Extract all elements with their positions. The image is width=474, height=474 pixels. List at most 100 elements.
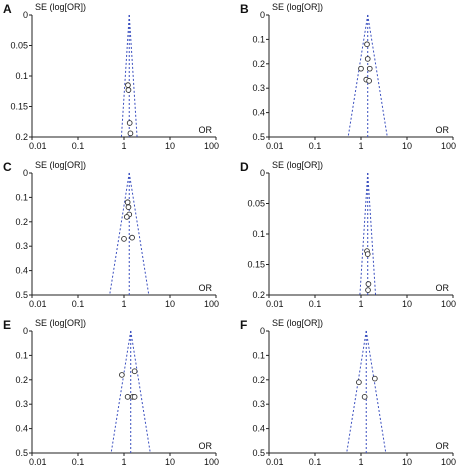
study-point bbox=[364, 251, 371, 257]
y-axis-label: SE (log[OR]) bbox=[35, 318, 86, 328]
panel-label: D bbox=[240, 160, 249, 174]
study-point bbox=[126, 120, 133, 126]
funnel-right-limit bbox=[128, 172, 150, 296]
funnel-panel-f: F 0 0.1 0.2 0.3 0.4 0.50.01 0.1 1 10 100 SE (log[OR… bbox=[240, 318, 456, 467]
x-tick-label: 0.01 bbox=[266, 141, 284, 151]
panel-label: A bbox=[3, 2, 12, 16]
x-tick-label: 100 bbox=[204, 457, 219, 467]
y-axis-label: SE (log[OR]) bbox=[35, 160, 86, 170]
x-tick-label: 0.01 bbox=[266, 457, 284, 467]
y-tick-label: 0.1 bbox=[252, 350, 265, 360]
study-point bbox=[121, 236, 127, 242]
x-tick-label: 1 bbox=[358, 457, 363, 467]
x-tick-label: 10 bbox=[402, 299, 412, 309]
y-tick-label: 0.5 bbox=[252, 448, 265, 458]
y-tick-label: 0.3 bbox=[15, 399, 28, 409]
y-tick-label: 0.05 bbox=[10, 41, 28, 51]
y-tick-label: 0.3 bbox=[252, 83, 265, 93]
y-tick-label: 0.4 bbox=[15, 424, 28, 434]
x-tick-label: 10 bbox=[402, 457, 412, 467]
y-tick-label: 0.15 bbox=[247, 260, 265, 270]
study-point bbox=[125, 87, 132, 93]
x-axis-label: OR bbox=[436, 283, 450, 293]
x-tick-label: 0.01 bbox=[29, 299, 47, 309]
study-point bbox=[364, 56, 371, 62]
x-tick-label: 10 bbox=[402, 141, 412, 151]
x-tick-label: 10 bbox=[165, 457, 175, 467]
panel-label: C bbox=[3, 160, 12, 174]
y-tick-label: 0.05 bbox=[247, 199, 265, 209]
funnel-left-limit bbox=[359, 172, 369, 296]
study-point bbox=[365, 281, 372, 287]
funnel-left-limit bbox=[346, 330, 367, 454]
study-point bbox=[366, 78, 372, 84]
y-tick-label: 0 bbox=[23, 168, 28, 178]
y-tick-label: 0.1 bbox=[252, 34, 265, 44]
funnel-panel-e: E 0 0.1 0.2 0.3 0.4 0.50.01 0.1 1 10 100 SE (log[OR… bbox=[3, 318, 219, 467]
study-point bbox=[364, 41, 370, 48]
y-tick-label: 0.2 bbox=[252, 290, 265, 300]
x-tick-label: 1 bbox=[121, 299, 126, 309]
y-tick-label: 0.1 bbox=[252, 229, 265, 239]
study-point bbox=[124, 394, 131, 400]
x-tick-label: 100 bbox=[441, 141, 456, 151]
y-tick-label: 0.3 bbox=[252, 399, 265, 409]
funnel-panel-a: A 0 0.05 0.1 0.15 0.20.01 0.1 1 10 100 SE (log[OR]… bbox=[3, 2, 219, 151]
funnel-right-limit bbox=[130, 330, 151, 454]
y-axis-label: SE (log[OR]) bbox=[272, 2, 323, 12]
y-tick-label: 0 bbox=[260, 10, 265, 20]
x-tick-label: 100 bbox=[441, 457, 456, 467]
funnel-left-limit bbox=[110, 330, 132, 454]
funnel-right-limit bbox=[128, 14, 138, 138]
y-tick-label: 0.4 bbox=[252, 424, 265, 434]
x-axis-label: OR bbox=[436, 441, 450, 451]
funnel-left-limit bbox=[109, 172, 130, 296]
y-tick-label: 0.5 bbox=[15, 448, 28, 458]
x-tick-label: 100 bbox=[441, 299, 456, 309]
x-tick-label: 0.1 bbox=[309, 457, 322, 467]
y-tick-label: 0.2 bbox=[15, 132, 28, 142]
panel-label: B bbox=[240, 2, 249, 16]
x-tick-label: 0.1 bbox=[72, 457, 85, 467]
panel-label: F bbox=[240, 318, 247, 332]
panel-label: E bbox=[3, 318, 11, 332]
funnel-panel-d: D 0 0.05 0.1 0.15 0.20.01 0.1 1 10 100 SE (log[OR]… bbox=[240, 160, 456, 309]
study-point bbox=[131, 368, 138, 375]
study-point bbox=[127, 130, 134, 137]
x-tick-label: 1 bbox=[358, 299, 363, 309]
x-tick-label: 0.1 bbox=[72, 141, 85, 151]
y-tick-label: 0 bbox=[23, 10, 28, 20]
study-point bbox=[366, 65, 373, 72]
y-tick-label: 0.1 bbox=[15, 192, 28, 202]
x-tick-label: 1 bbox=[358, 141, 363, 151]
y-tick-label: 0.1 bbox=[15, 350, 28, 360]
x-tick-label: 10 bbox=[165, 141, 175, 151]
y-tick-label: 0.1 bbox=[15, 71, 28, 81]
y-tick-label: 0.5 bbox=[252, 132, 265, 142]
study-point bbox=[371, 375, 378, 382]
study-point bbox=[125, 204, 132, 211]
study-point bbox=[361, 394, 368, 400]
x-tick-label: 0.1 bbox=[309, 299, 322, 309]
y-axis-label: SE (log[OR]) bbox=[272, 160, 323, 170]
study-point bbox=[124, 199, 131, 206]
y-tick-label: 0.2 bbox=[252, 375, 265, 385]
study-point bbox=[131, 394, 138, 400]
funnel-right-limit bbox=[367, 14, 388, 138]
x-tick-label: 1 bbox=[121, 141, 126, 151]
funnel-left-limit bbox=[347, 14, 369, 138]
x-axis-label: OR bbox=[199, 283, 213, 293]
x-tick-label: 0.1 bbox=[309, 141, 322, 151]
y-tick-label: 0 bbox=[23, 326, 28, 336]
x-axis-label: OR bbox=[436, 125, 450, 135]
y-tick-label: 0.15 bbox=[10, 102, 28, 112]
x-tick-label: 0.01 bbox=[29, 141, 47, 151]
x-tick-label: 1 bbox=[121, 457, 126, 467]
y-tick-label: 0.5 bbox=[15, 290, 28, 300]
x-tick-label: 0.1 bbox=[72, 299, 85, 309]
y-tick-label: 0.4 bbox=[252, 108, 265, 118]
x-tick-label: 0.01 bbox=[29, 457, 47, 467]
x-tick-label: 100 bbox=[204, 299, 219, 309]
y-tick-label: 0.2 bbox=[15, 217, 28, 227]
